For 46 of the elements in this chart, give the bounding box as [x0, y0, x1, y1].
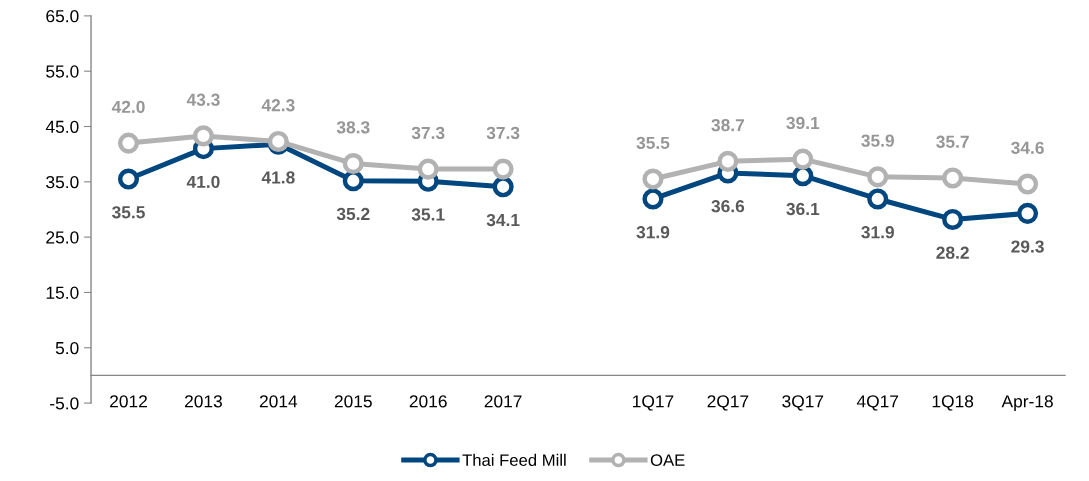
data-label: 41.0 — [186, 175, 220, 189]
x-tick-label: 2013 — [184, 395, 222, 408]
data-label: 28.2 — [936, 246, 969, 259]
x-tick-label: 2012 — [110, 395, 147, 408]
x-tick-label: 3Q17 — [782, 395, 824, 411]
y-tick-label: -5.0 — [50, 397, 79, 410]
x-tick-label: 2017 — [484, 395, 522, 408]
data-label: 35.7 — [936, 135, 969, 148]
y-tick-label: 65.0 — [46, 10, 79, 23]
data-label: 43.3 — [186, 93, 220, 106]
y-tick-label: 15.0 — [46, 286, 79, 299]
data-label: 37.3 — [411, 126, 445, 140]
data-label: 34.1 — [486, 213, 520, 227]
y-tick-label: 55.0 — [46, 65, 79, 78]
legend-label: OAE — [650, 454, 685, 467]
data-label: 42.3 — [261, 99, 295, 112]
legend-label: Thai Feed Mill — [462, 453, 566, 467]
y-tick-label: 35.0 — [46, 175, 79, 189]
x-tick-label: 1Q17 — [633, 395, 674, 411]
x-tick-label: 2014 — [259, 395, 298, 408]
data-label: 34.6 — [1011, 141, 1044, 154]
data-label: 39.1 — [786, 116, 820, 130]
y-tick-label: 5.0 — [55, 341, 79, 355]
x-tick-label: 2015 — [334, 395, 372, 408]
data-label: 41.8 — [261, 171, 295, 184]
data-label: 29.3 — [1011, 240, 1044, 253]
x-tick-label: 2Q17 — [707, 395, 749, 411]
data-label: 31.9 — [861, 226, 894, 239]
x-tick-label: 2016 — [409, 395, 447, 408]
data-label: 35.5 — [636, 136, 670, 150]
data-label: 36.6 — [711, 200, 745, 213]
x-tick-label: 4Q17 — [856, 395, 899, 411]
data-label: 35.2 — [336, 207, 370, 221]
data-label: 35.5 — [112, 206, 145, 219]
data-label: 42.0 — [111, 100, 145, 114]
data-label: 35.9 — [861, 134, 894, 147]
data-label: 31.9 — [636, 226, 670, 239]
data-label: 35.1 — [411, 208, 445, 221]
data-label: 38.3 — [336, 121, 370, 134]
data-label: 37.3 — [486, 126, 520, 140]
data-label: 36.1 — [786, 202, 820, 216]
y-tick-label: 25.0 — [46, 231, 79, 244]
y-tick-label: 45.0 — [45, 120, 79, 133]
x-tick-label: 1Q18 — [932, 395, 974, 411]
data-label: 38.7 — [711, 119, 745, 132]
x-tick-label: Apr-18 — [1001, 395, 1053, 411]
